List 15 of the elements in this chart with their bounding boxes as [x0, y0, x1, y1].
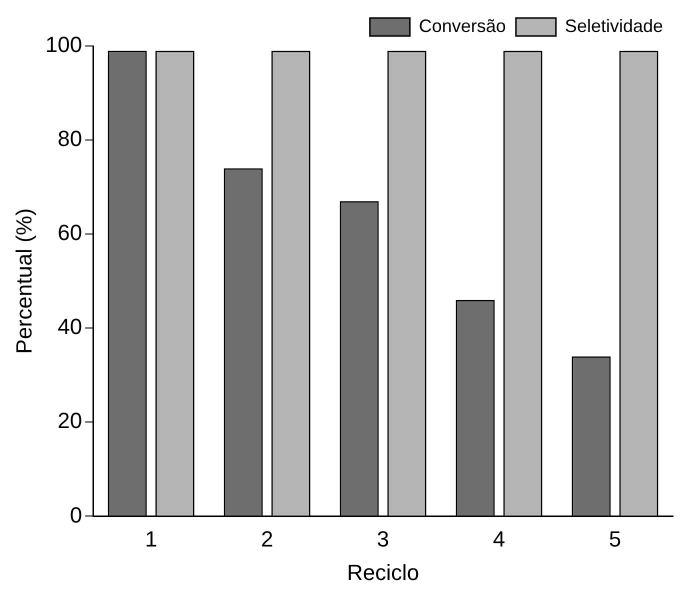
y-axis-title: Percentual (%) — [11, 208, 36, 354]
y-tick-label: 40 — [58, 314, 82, 340]
y-tick-label: 0 — [70, 502, 82, 528]
y-tick-label: 20 — [58, 408, 82, 434]
x-tick-label: 3 — [376, 526, 390, 552]
legend-label: Seletividade — [564, 16, 664, 36]
x-axis-title: Reciclo — [346, 560, 420, 585]
x-tick-label: 4 — [492, 526, 506, 552]
y-tick-label: 80 — [58, 126, 82, 152]
x-tick-label: 1 — [144, 526, 158, 552]
x-tick-label: 5 — [608, 526, 622, 552]
legend-label: Conversão — [418, 16, 506, 36]
x-tick-label: 2 — [260, 526, 274, 552]
y-tick-label: 100 — [45, 32, 82, 58]
y-tick-label: 60 — [58, 220, 82, 246]
